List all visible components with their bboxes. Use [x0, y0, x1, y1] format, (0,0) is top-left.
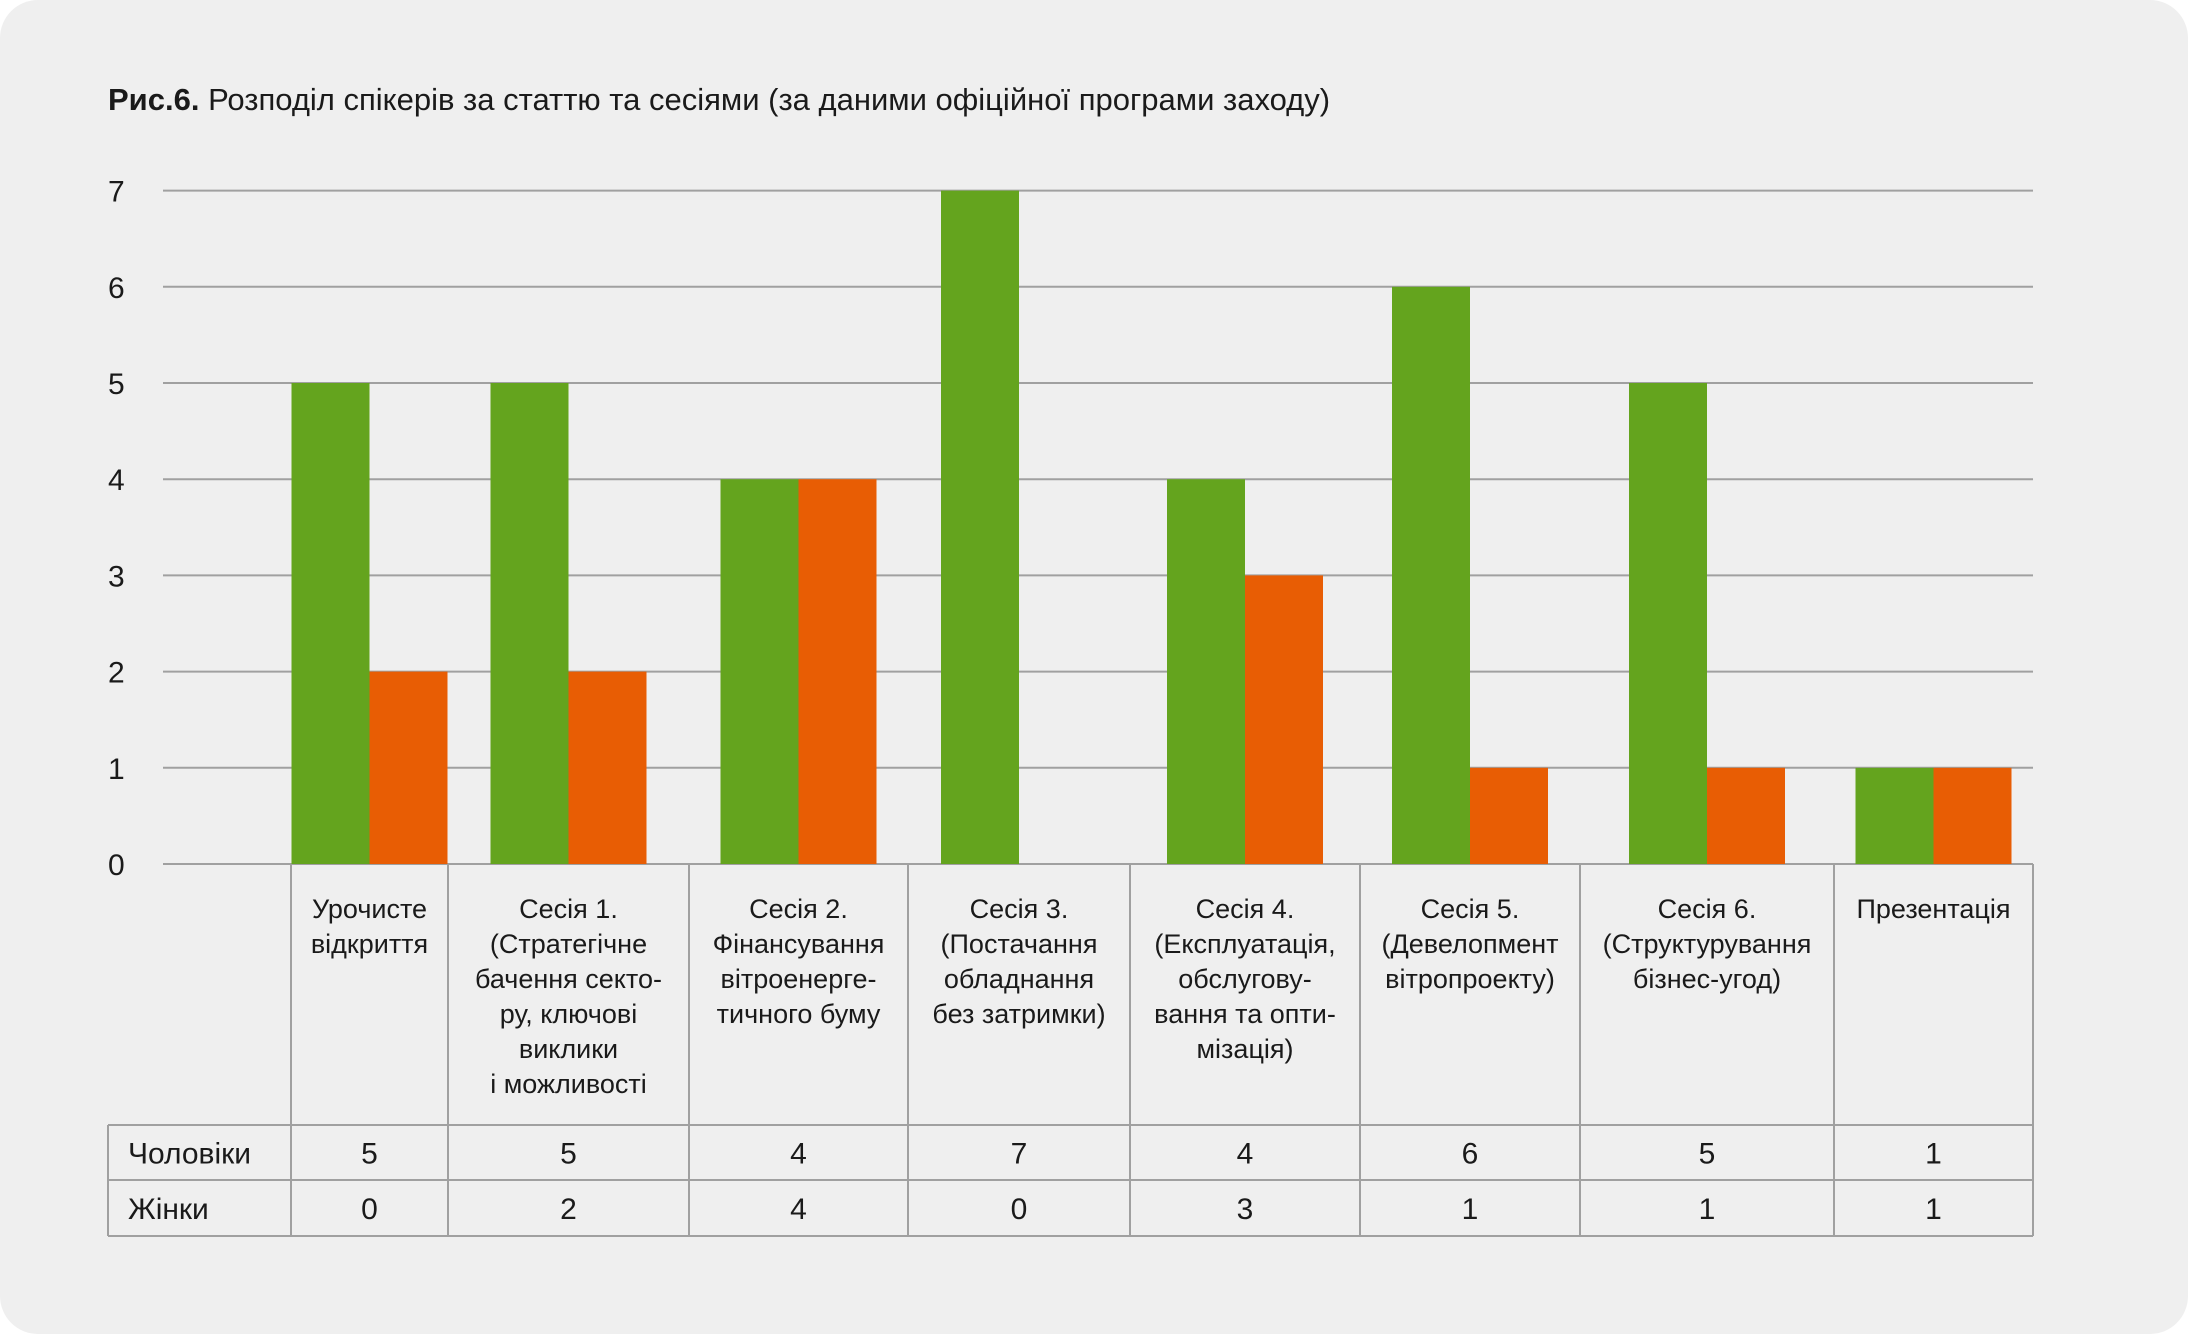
category-label-line: (Постачання	[941, 929, 1098, 959]
table-value: 0	[361, 1193, 378, 1226]
bar-women-7	[1933, 767, 2012, 864]
table-value: 1	[1699, 1193, 1716, 1226]
category-label-line: бачення секто-	[475, 964, 662, 994]
table-value: 7	[1011, 1138, 1028, 1171]
table-value: 5	[560, 1138, 577, 1171]
category-label-4: Сесія 4. (Експлуатація, обслугову-вання та…	[1154, 894, 1336, 1064]
table-value: 5	[361, 1138, 378, 1171]
series-label: Жінки	[128, 1193, 209, 1226]
bar-women-2	[798, 479, 877, 864]
category-label-line: вітроенерге-	[721, 964, 877, 994]
bar-men-4	[1167, 479, 1245, 864]
table-value: 2	[560, 1193, 577, 1226]
bar-women-1	[568, 671, 647, 864]
category-label-line: Сесія 4.	[1196, 894, 1295, 924]
bar-women-4	[1245, 575, 1323, 864]
table-value: 1	[1925, 1193, 1942, 1226]
gridlines: 0 1 2 3 4 5 6 7	[108, 176, 2033, 882]
bar-men-7	[1855, 767, 1934, 864]
category-label-line: і можливості	[490, 1069, 647, 1099]
category-label-line: мізація)	[1196, 1034, 1293, 1064]
bars	[291, 190, 2012, 865]
table-value: 4	[1237, 1138, 1254, 1171]
category-label-line: Сесія 3.	[970, 894, 1069, 924]
y-tick-label: 0	[108, 849, 125, 882]
y-tick-label: 3	[108, 560, 125, 593]
table-row-men: Чоловіки 5 5 4 7 4 6 5 1	[128, 1138, 1942, 1171]
bar-men-0	[291, 383, 370, 864]
table-value: 4	[790, 1138, 807, 1171]
y-tick-label: 7	[108, 176, 125, 209]
data-table: Чоловіки 5 5 4 7 4 6 5 1 Жінки 0 2 4 0 3 1 1 1	[107, 864, 2034, 1237]
category-label-line: без затримки)	[932, 999, 1105, 1029]
category-label-2: Сесія 2. Фінансування вітроенерге-тичного …	[713, 894, 885, 1029]
category-label-line: (Експлуатація,	[1154, 929, 1335, 959]
category-label-line: вітропроекту)	[1385, 964, 1555, 994]
category-label-line: Сесія 5.	[1421, 894, 1520, 924]
category-label-line: бізнес-угод)	[1633, 964, 1781, 994]
chart-title: Рис.6. Розподіл спікерів за статтю та се…	[108, 82, 1330, 118]
y-tick-label: 4	[108, 464, 125, 497]
bar-women-6	[1707, 767, 1785, 864]
category-label-line: обладнання	[944, 964, 1094, 994]
bar-men-2	[720, 479, 799, 864]
bar-men-6	[1629, 383, 1707, 864]
bar-men-1	[490, 383, 569, 864]
bar-women-5	[1470, 767, 1548, 864]
category-label-1: Сесія 1. (Стратегічне бачення секто-ру, кл…	[475, 894, 662, 1099]
figure-number: Рис.6.	[108, 82, 200, 117]
table-row-women: Жінки 0 2 4 0 3 1 1 1	[128, 1193, 1942, 1226]
category-label-0: Урочисте відкриття	[311, 894, 428, 959]
category-label-line: ру, ключові	[500, 999, 637, 1029]
y-tick-label: 2	[108, 657, 125, 690]
category-label-7: Презентація	[1856, 894, 2010, 924]
category-label-line: відкриття	[311, 929, 428, 959]
category-label-3: Сесія 3. (Постачання обладнання без затримк…	[932, 894, 1105, 1029]
category-label-6: Сесія 6. (Структурування бізнес-угод)	[1603, 894, 1812, 994]
category-label-line: обслугову-	[1178, 964, 1311, 994]
category-label-line: Презентація	[1856, 894, 2010, 924]
table-value: 1	[1462, 1193, 1479, 1226]
category-label-line: вання та опти-	[1154, 999, 1336, 1029]
table-value: 4	[790, 1193, 807, 1226]
category-label-line: виклики	[519, 1034, 618, 1064]
category-label-line: Сесія 1.	[519, 894, 618, 924]
category-label-line: Сесія 2.	[749, 894, 848, 924]
table-value: 3	[1237, 1193, 1254, 1226]
category-label-line: Фінансування	[713, 929, 885, 959]
category-label-line: (Девелопмент	[1381, 929, 1558, 959]
category-label-line: тичного буму	[717, 999, 881, 1029]
category-label-line: (Стратегічне	[490, 929, 647, 959]
bar-men-5	[1392, 286, 1470, 864]
bar-men-3	[941, 190, 1019, 865]
category-label-line: Сесія 6.	[1658, 894, 1757, 924]
category-label-5: Сесія 5. (Девелопмент вітропроекту)	[1381, 894, 1558, 994]
table-value: 1	[1925, 1138, 1942, 1171]
category-labels: Урочисте відкриття Сесія 1. (Стратегічне бач…	[311, 894, 2011, 1099]
y-tick-label: 5	[108, 368, 125, 401]
title-text: Розподіл спікерів за статтю та сесіями (…	[199, 82, 1331, 117]
table-value: 0	[1011, 1193, 1028, 1226]
category-label-line: (Структурування	[1603, 929, 1812, 959]
y-tick-label: 1	[108, 753, 125, 786]
series-label: Чоловіки	[128, 1138, 251, 1171]
bar-women-0	[369, 671, 448, 864]
category-label-line: Урочисте	[312, 894, 427, 924]
table-value: 6	[1462, 1138, 1479, 1171]
y-tick-label: 6	[108, 272, 125, 305]
table-value: 5	[1699, 1138, 1716, 1171]
